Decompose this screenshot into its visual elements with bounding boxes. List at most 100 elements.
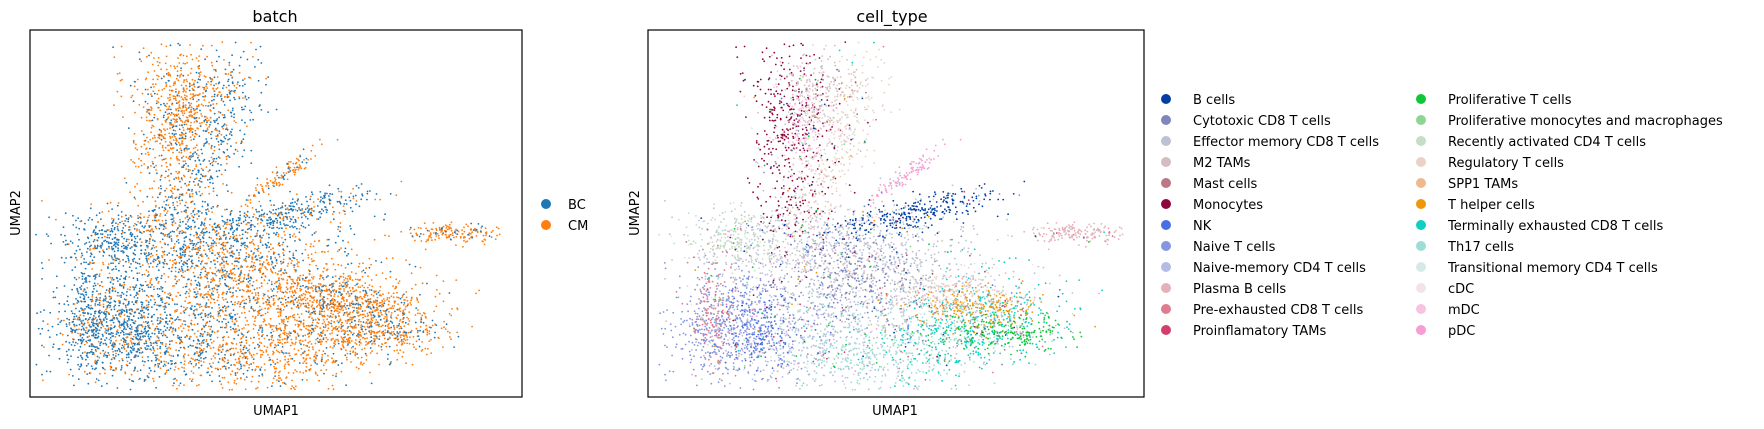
scatter-point — [440, 327, 443, 330]
scatter-point — [215, 237, 218, 240]
scatter-point — [276, 379, 278, 381]
scatter-point — [134, 253, 137, 256]
scatter-point — [104, 351, 107, 354]
scatter-point — [238, 254, 241, 256]
scatter-point — [162, 318, 165, 321]
scatter-point — [320, 369, 322, 372]
scatter-point — [241, 233, 244, 236]
scatter-point — [36, 312, 38, 315]
scatter-point — [109, 362, 112, 364]
scatter-point — [216, 252, 219, 254]
scatter-point — [164, 189, 166, 192]
scatter-point — [212, 293, 214, 296]
scatter-point — [124, 341, 127, 343]
scatter-point — [309, 329, 312, 332]
scatter-point — [307, 328, 309, 331]
scatter-point — [253, 243, 256, 246]
scatter-point — [221, 326, 224, 329]
scatter-point — [316, 267, 319, 270]
scatter-point — [262, 213, 265, 216]
scatter-point — [253, 261, 256, 264]
scatter-point — [331, 384, 334, 387]
scatter-point — [208, 224, 211, 226]
scatter-point — [407, 318, 410, 320]
scatter-point — [165, 105, 168, 108]
scatter-point — [227, 381, 230, 384]
scatter-point — [146, 246, 149, 249]
scatter-point — [197, 210, 200, 213]
scatter-point — [200, 305, 203, 308]
scatter-point — [223, 230, 226, 233]
scatter-point — [213, 90, 216, 92]
scatter-point — [200, 231, 203, 234]
scatter-point — [187, 170, 190, 173]
scatter-point — [93, 282, 96, 285]
scatter-point — [136, 183, 139, 185]
scatter-point — [298, 362, 301, 364]
scatter-point — [148, 339, 151, 341]
scatter-point — [208, 248, 211, 251]
scatter-point — [253, 347, 256, 349]
scatter-point — [197, 67, 200, 70]
scatter-point — [228, 367, 230, 369]
scatter-point — [189, 104, 192, 107]
scatter-point — [248, 269, 251, 272]
scatter-point — [197, 260, 200, 262]
scatter-point — [182, 220, 184, 223]
scatter-point — [227, 109, 230, 112]
scatter-point — [85, 242, 88, 244]
scatter-point — [165, 199, 168, 202]
scatter-point — [182, 245, 184, 248]
scatter-point — [239, 344, 242, 347]
scatter-point — [140, 249, 143, 252]
scatter-point — [276, 231, 278, 234]
scatter-point — [163, 258, 166, 261]
scatter-point — [192, 209, 195, 212]
scatter-point — [357, 367, 360, 370]
scatter-point — [67, 295, 69, 298]
scatter-point — [91, 268, 93, 270]
scatter-point — [344, 213, 346, 216]
scatter-point — [181, 112, 184, 114]
scatter-point — [179, 249, 182, 251]
scatter-point — [201, 115, 203, 117]
scatter-point — [303, 296, 306, 299]
scatter-point — [148, 242, 151, 245]
scatter-point — [164, 146, 167, 149]
scatter-point — [258, 344, 261, 347]
scatter-point — [78, 227, 81, 230]
scatter-point — [189, 151, 192, 154]
scatter-point — [305, 324, 308, 327]
scatter-point — [434, 295, 437, 298]
scatter-point — [384, 312, 387, 315]
scatter-point — [257, 79, 260, 82]
scatter-point — [157, 64, 160, 67]
scatter-point — [275, 213, 278, 216]
scatter-point — [378, 363, 380, 366]
scatter-point — [308, 340, 311, 343]
scatter-point — [274, 363, 277, 365]
scatter-point — [118, 320, 121, 323]
scatter-point — [346, 330, 349, 332]
scatter-point — [139, 265, 142, 268]
scatter-point — [204, 104, 207, 107]
scatter-point — [116, 257, 118, 260]
scatter-point — [174, 130, 177, 132]
scatter-point — [295, 336, 297, 339]
scatter-point — [220, 346, 222, 348]
scatter-point — [105, 315, 107, 317]
scatter-point — [360, 326, 362, 329]
scatter-point — [188, 258, 191, 261]
scatter-point — [180, 255, 183, 257]
scatter-point — [193, 267, 196, 269]
scatter-point — [141, 308, 144, 310]
scatter-point — [112, 354, 115, 356]
scatter-point — [209, 267, 212, 269]
scatter-point — [203, 339, 205, 341]
scatter-point — [92, 262, 94, 265]
scatter-point — [333, 345, 336, 347]
scatter-point — [282, 219, 285, 222]
scatter-point — [234, 148, 237, 151]
scatter-point — [166, 323, 169, 325]
scatter-point — [217, 162, 219, 165]
